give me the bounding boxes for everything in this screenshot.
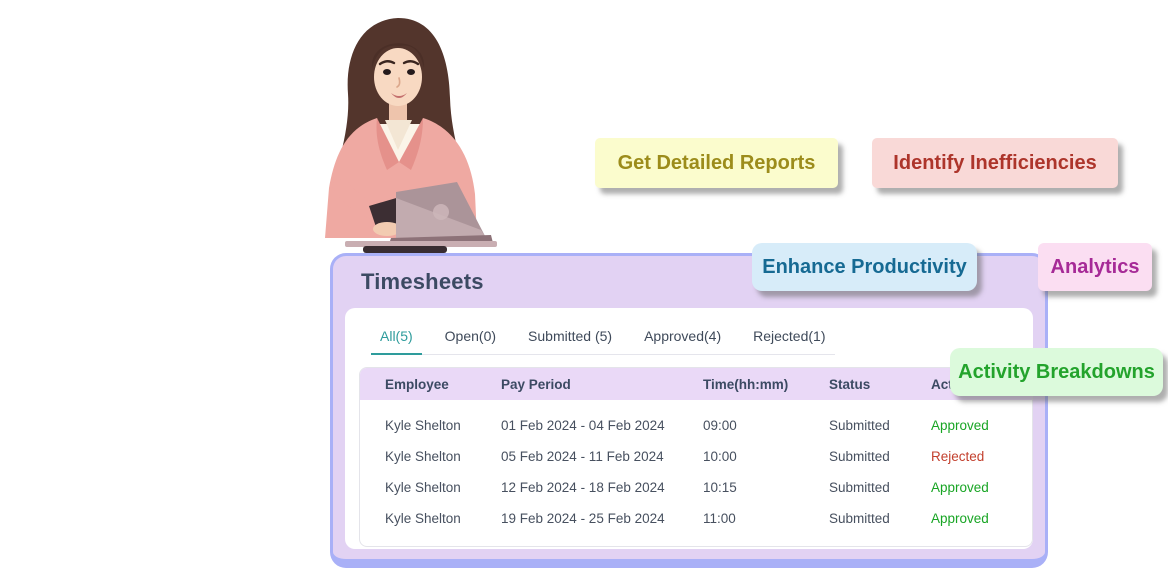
desk-stand [363, 246, 447, 253]
tab-approved-4[interactable]: Approved(4) [644, 328, 722, 344]
cell-employee: Kyle Shelton [385, 511, 461, 526]
cell-employee: Kyle Shelton [385, 449, 461, 464]
action-status-link[interactable]: Approved [931, 480, 989, 495]
action-status-link[interactable]: Approved [931, 511, 989, 526]
cell-employee: Kyle Shelton [385, 480, 461, 495]
action-status-link[interactable]: Approved [931, 418, 989, 433]
cell-employee: Kyle Shelton [385, 418, 461, 433]
woman-lips [391, 93, 407, 98]
woman-eyebrow-left [378, 60, 396, 66]
page-title: Timesheets [361, 269, 484, 294]
cell-status: Submitted [829, 511, 890, 526]
badge-analytics: Analytics [1038, 243, 1152, 291]
card-header: Timesheets [333, 256, 1045, 308]
cell-time: 10:00 [703, 449, 737, 464]
badge-activity-breakdowns: Activity Breakdowns [950, 348, 1163, 396]
woman-at-laptop-illustration [325, 18, 497, 253]
table-row: Kyle Shelton 12 Feb 2024 - 18 Feb 2024 1… [360, 472, 1032, 503]
timesheet-tabs: All(5) Open(0) Submitted (5) Approved(4) Rej… [371, 324, 835, 355]
laptop-logo [433, 204, 449, 220]
table-row: Kyle Shelton 19 Feb 2024 - 25 Feb 2024 1… [360, 503, 1032, 534]
cell-time: 10:15 [703, 480, 737, 495]
cell-status: Submitted [829, 480, 890, 495]
column-header-employee: Employee [385, 376, 449, 392]
timesheets-card: Timesheets All(5) Open(0) Submitted (5) App… [330, 253, 1048, 568]
cell-status: Submitted [829, 449, 890, 464]
column-header-pay-period: Pay Period [501, 376, 571, 392]
woman-nose [396, 77, 401, 88]
badge-enhance-productivity: Enhance Productivity [752, 243, 977, 291]
action-status-link[interactable]: Rejected [931, 449, 985, 464]
cell-pay-period: 12 Feb 2024 - 18 Feb 2024 [501, 480, 665, 495]
cell-time: 09:00 [703, 418, 737, 433]
table-row: Kyle Shelton 01 Feb 2024 - 04 Feb 2024 0… [360, 410, 1032, 441]
cell-pay-period: 19 Feb 2024 - 25 Feb 2024 [501, 511, 665, 526]
column-header-status: Status [829, 376, 871, 392]
table-row: Kyle Shelton 05 Feb 2024 - 11 Feb 2024 1… [360, 441, 1032, 472]
woman-blazer-lapel2 [399, 118, 423, 170]
cell-status: Submitted [829, 418, 890, 433]
woman-eye-right [407, 69, 415, 75]
card-body: All(5) Open(0) Submitted (5) Approved(4) Rej… [345, 308, 1033, 549]
table-body: Kyle Shelton 01 Feb 2024 - 04 Feb 2024 0… [360, 400, 1032, 546]
woman-blazer-lapel [376, 118, 399, 170]
badge-get-detailed-reports: Get Detailed Reports [595, 138, 838, 188]
cell-pay-period: 01 Feb 2024 - 04 Feb 2024 [501, 418, 665, 433]
woman-blouse-vneck [385, 120, 412, 150]
column-header-time-hh-mm: Time(hh:mm) [703, 376, 789, 392]
tab-open-0[interactable]: Open(0) [444, 328, 497, 344]
tab-rejected-1[interactable]: Rejected(1) [753, 328, 826, 344]
tab-submitted-5[interactable]: Submitted (5) [528, 328, 613, 344]
tab-all-5[interactable]: All(5) [371, 324, 422, 355]
woman-eyebrow-right [402, 60, 420, 66]
desk-surface [345, 241, 497, 247]
cell-pay-period: 05 Feb 2024 - 11 Feb 2024 [501, 449, 664, 464]
woman-hand [373, 222, 401, 236]
cell-time: 11:00 [703, 511, 736, 526]
badge-identify-inefficiencies: Identify Inefficiencies [872, 138, 1118, 188]
woman-eye-left [383, 69, 391, 75]
